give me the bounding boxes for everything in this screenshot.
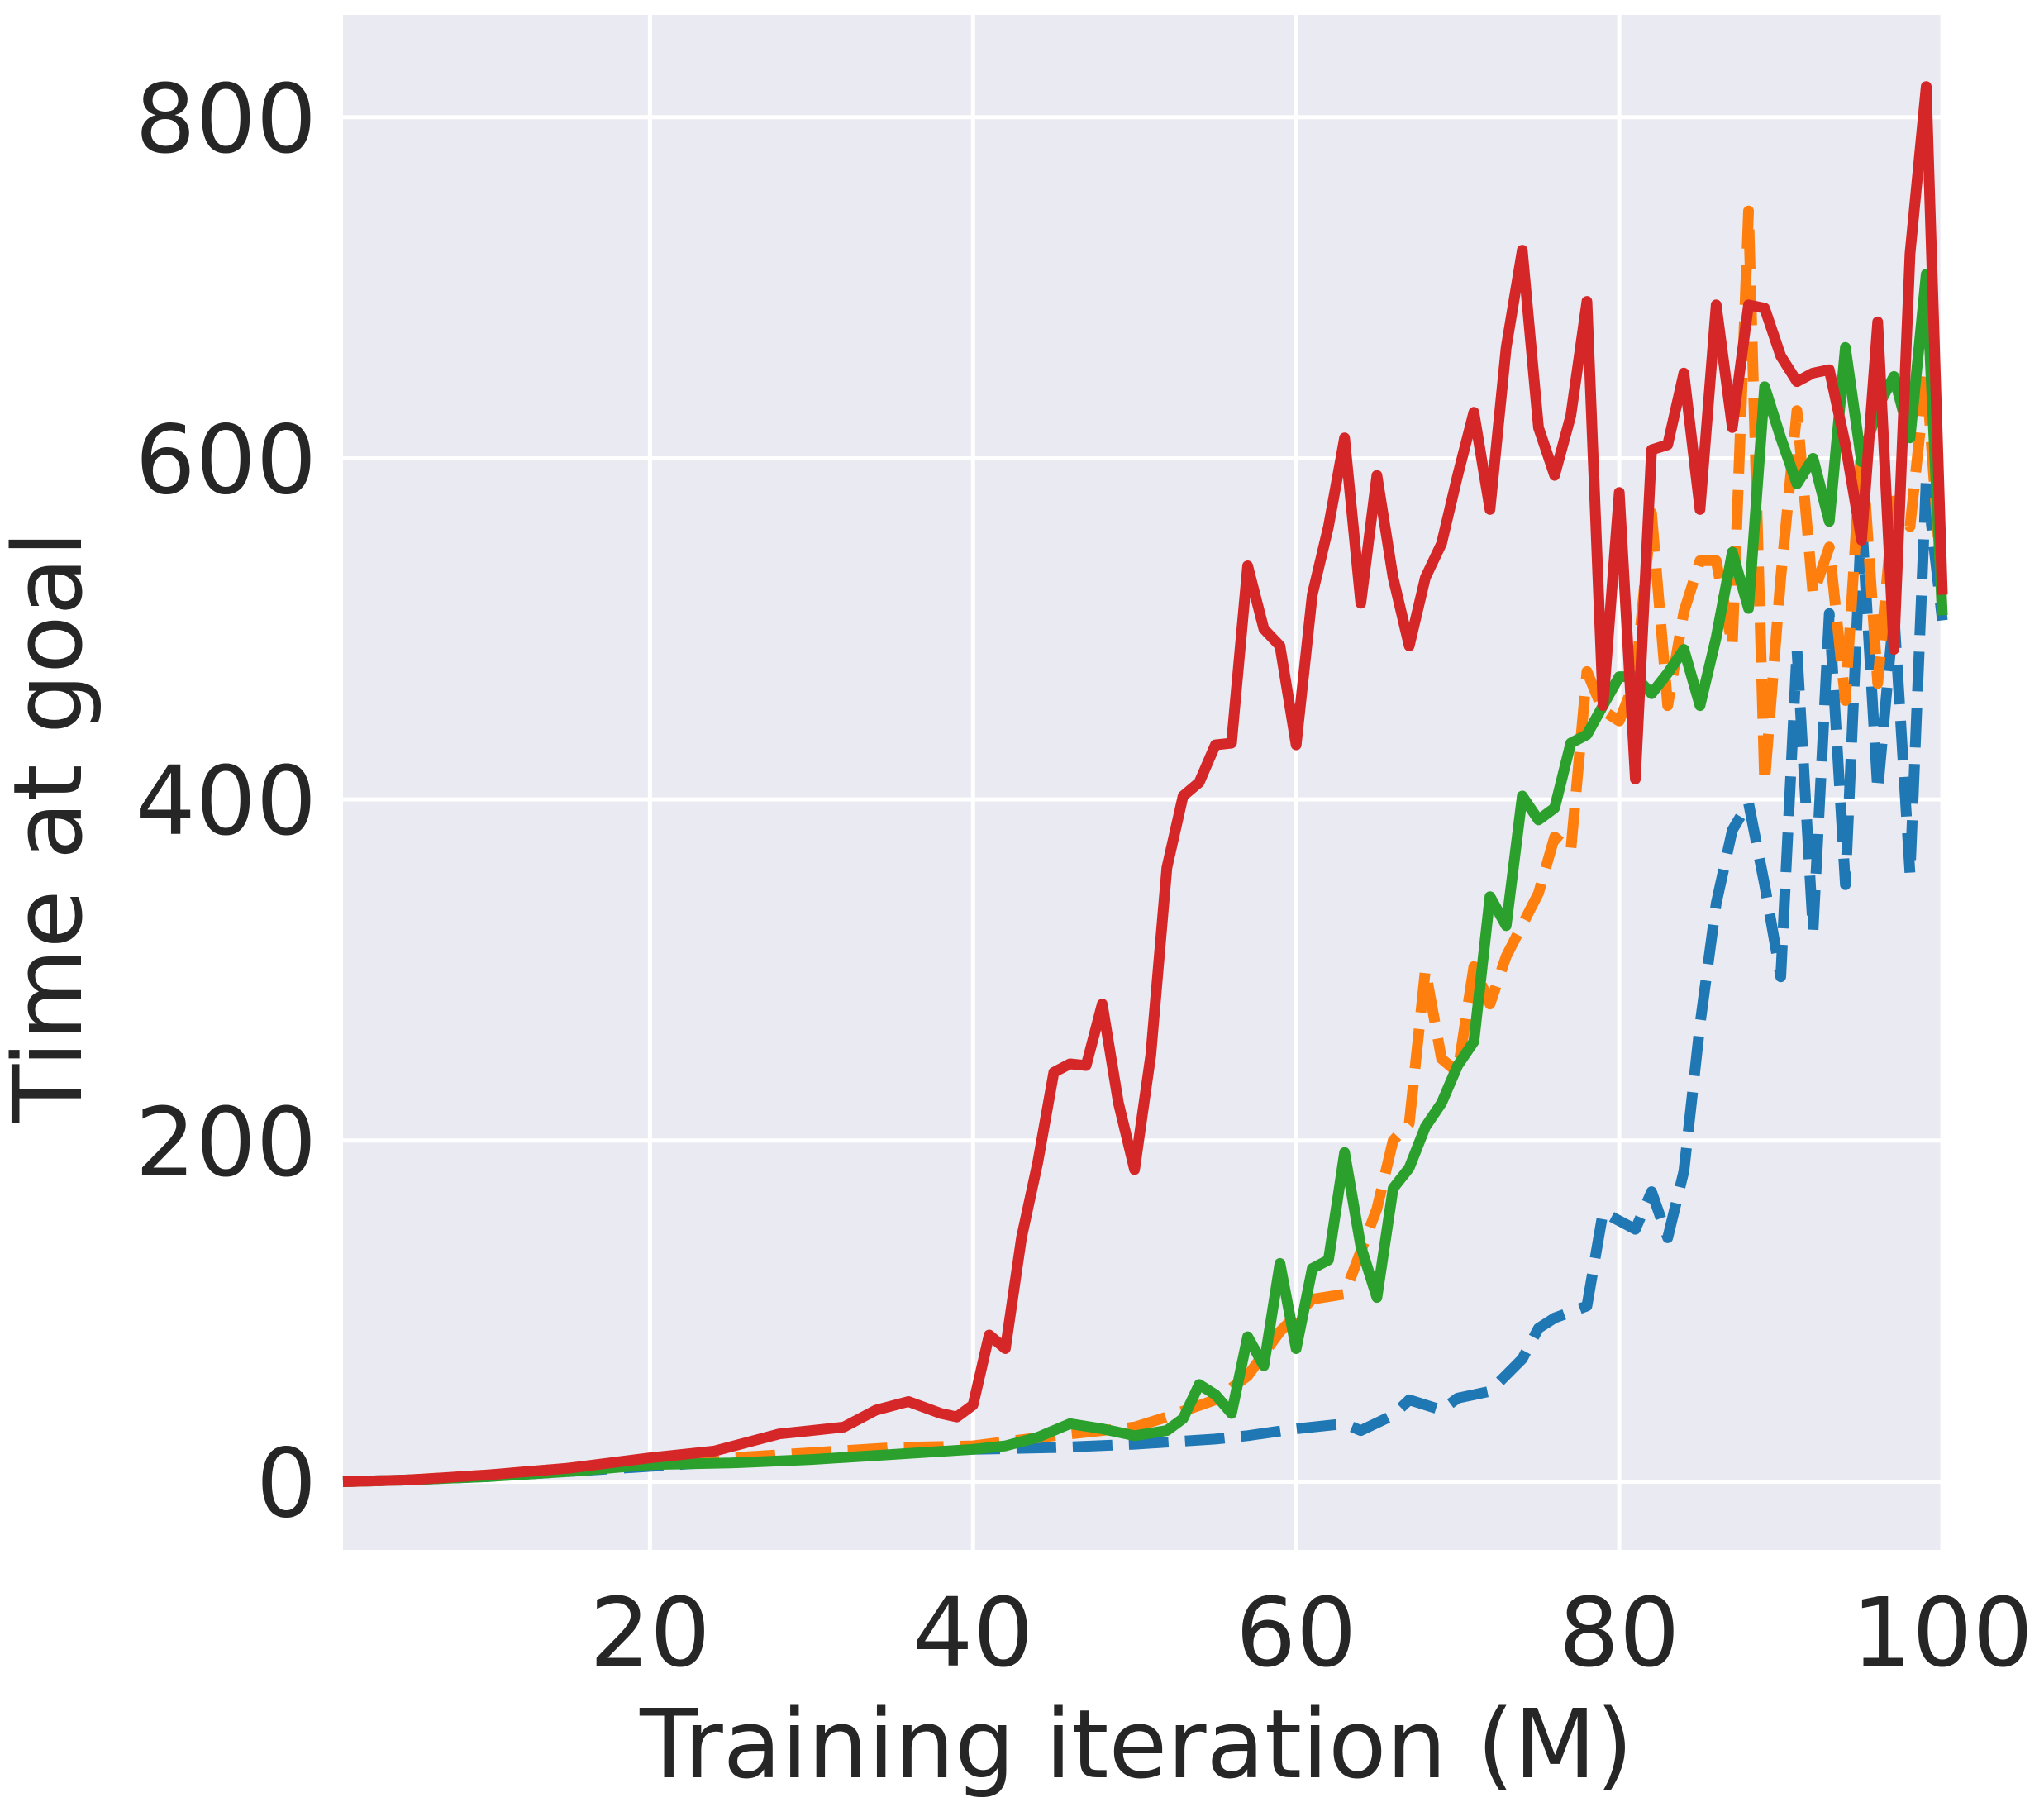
grid — [343, 15, 1945, 1550]
y-tick-label: 400 — [136, 746, 317, 857]
x-axis-label: Training iteration (M) — [639, 1690, 1633, 1800]
y-tick-label: 200 — [136, 1088, 317, 1199]
y-tick-label: 800 — [136, 64, 317, 175]
x-tick-label: 80 — [1559, 1578, 1680, 1689]
series-line-4 — [342, 81, 1948, 1487]
plot-background — [343, 15, 1942, 1550]
y-tick-label: 600 — [136, 405, 317, 516]
series-line-3 — [342, 269, 1948, 1487]
y-axis-label: Time at goal — [0, 531, 104, 1123]
series-line-2 — [342, 205, 1948, 1487]
y-tick-labels: 0 200 400 600 800 — [136, 64, 317, 1540]
x-tick-label: 60 — [1236, 1578, 1356, 1689]
series-lines — [342, 81, 1948, 1487]
x-tick-label: 40 — [912, 1578, 1033, 1689]
x-tick-labels: 20 40 60 80 100 — [589, 1578, 2033, 1689]
y-tick-label: 0 — [256, 1428, 317, 1539]
x-tick-label: 20 — [589, 1578, 710, 1689]
x-tick-label: 100 — [1851, 1578, 2033, 1689]
